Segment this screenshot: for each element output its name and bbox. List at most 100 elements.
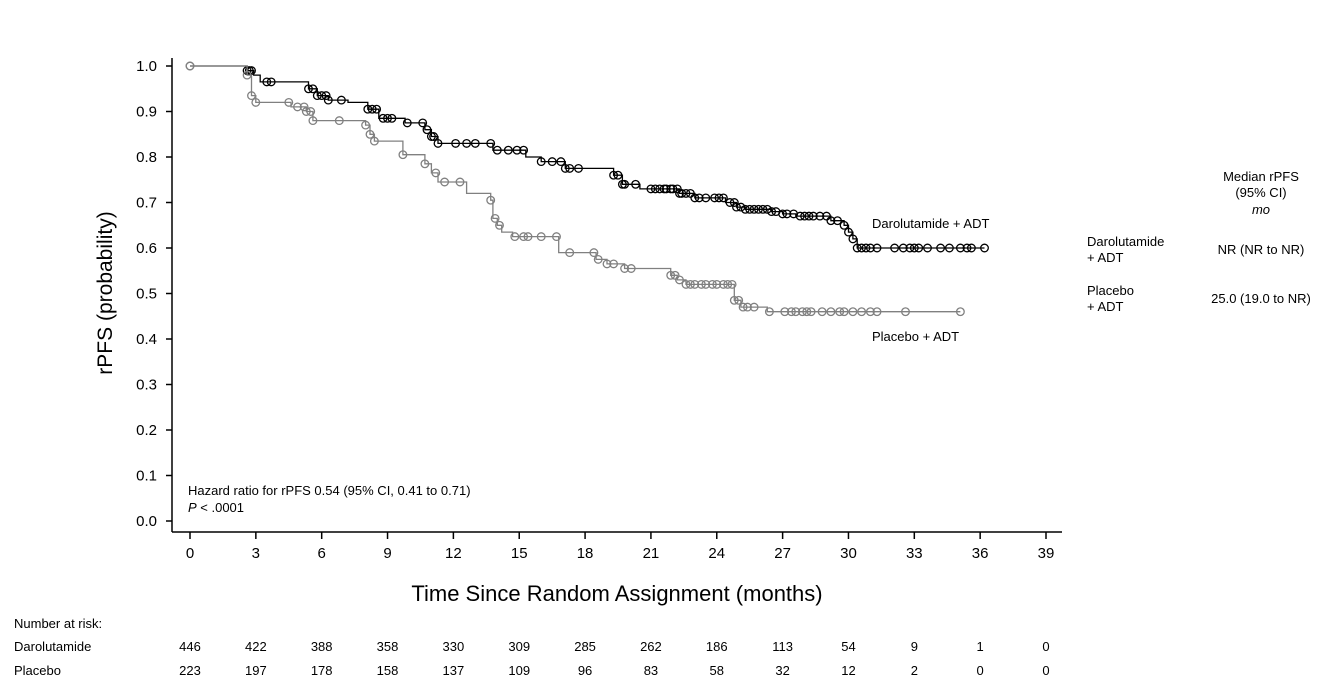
censor-marker-placebo: [495, 220, 504, 230]
risk-count-placebo: 0: [1042, 663, 1049, 678]
censor-marker-darolutamide: [872, 243, 882, 253]
censor-marker-placebo: [872, 307, 882, 317]
number-at-risk-table: Number at risk: Darolutamide Placebo 446…: [14, 616, 1050, 678]
censor-marker-placebo: [361, 120, 371, 130]
censor-marker-placebo: [510, 232, 520, 242]
median-row-placebo-arm-1: Placebo: [1087, 283, 1134, 298]
censor-marker-darolutamide: [685, 188, 695, 198]
risk-count-placebo: 223: [179, 663, 201, 678]
y-tick-label: 0.2: [136, 422, 157, 439]
censor-marker-darolutamide: [754, 204, 763, 214]
censor-marker-darolutamide: [936, 243, 946, 253]
risk-count-darolutamide: 422: [245, 639, 267, 654]
y-tick-label: 0.6: [136, 240, 157, 257]
censor-marker-darolutamide: [631, 179, 641, 189]
censor-marker-placebo: [806, 307, 816, 317]
censor-marker-darolutamide: [677, 188, 687, 198]
median-row-darolutamide-value: NR (NR to NR): [1218, 242, 1305, 257]
risk-count-darolutamide: 330: [443, 639, 465, 654]
risk-count-placebo: 0: [977, 663, 984, 678]
median-header-line-2: (95% CI): [1235, 185, 1286, 200]
censor-marker-darolutamide: [372, 104, 382, 114]
y-ticks: 0.0 0.1 0.2 0.3 0.4 0.5 0.6 0.7 0.8 0.9 1.0: [136, 58, 172, 530]
risk-count-darolutamide: 358: [377, 639, 399, 654]
censor-marker-placebo: [817, 307, 827, 317]
x-tick-label: 33: [906, 545, 923, 562]
y-tick-label: 0.7: [136, 195, 157, 212]
censor-marker-darolutamide: [387, 113, 397, 123]
censor-marker-darolutamide: [749, 204, 759, 214]
censor-marker-placebo: [857, 307, 867, 317]
axes: [171, 58, 1062, 533]
x-tick-label: 6: [318, 545, 326, 562]
censor-marker-placebo: [738, 302, 748, 312]
censor-marker-placebo: [826, 307, 836, 317]
censor-marker-darolutamide: [609, 170, 619, 180]
median-row-placebo-value: 25.0 (19.0 to NR): [1211, 291, 1311, 306]
risk-count-placebo: 178: [311, 663, 333, 678]
p-value-annotation: P < .0001: [188, 500, 244, 515]
censor-marker-placebo: [593, 254, 603, 264]
censor-marker-placebo: [301, 107, 311, 116]
censor-marker-darolutamide: [826, 216, 836, 226]
censor-marker-darolutamide: [655, 184, 665, 194]
censor-marker-placebo: [398, 150, 408, 160]
censor-marker-darolutamide: [914, 243, 924, 253]
y-tick-label: 0.9: [136, 104, 157, 121]
censor-marker-darolutamide: [486, 138, 496, 148]
censor-marker-placebo: [251, 97, 261, 107]
censor-marker-darolutamide: [962, 243, 972, 253]
censor-marker-darolutamide: [729, 198, 739, 207]
censor-marker-darolutamide: [848, 234, 858, 244]
censor-marker-placebo: [835, 307, 845, 317]
censor-marker-darolutamide: [266, 77, 276, 87]
risk-cells: 446 422 388 358 330 309 285 262 186 113 54 9 1 0 223 19…: [179, 639, 1049, 678]
x-tick-label: 39: [1038, 545, 1055, 562]
censor-marker-placebo: [743, 302, 752, 312]
censor-marker-placebo: [666, 270, 676, 280]
risk-count-placebo: 197: [245, 663, 267, 678]
censor-marker-placebo: [723, 279, 733, 289]
censor-marker-placebo: [620, 264, 630, 273]
median-row-darolutamide-arm-2: + ADT: [1087, 250, 1124, 265]
hazard-ratio-annotation: Hazard ratio for rPFS 0.54 (95% CI, 0.41…: [188, 483, 471, 498]
censor-marker-darolutamide: [808, 211, 818, 221]
censor-marker-placebo: [334, 116, 344, 126]
censor-marker-placebo: [602, 259, 612, 269]
censor-marker-darolutamide: [503, 145, 513, 155]
censor-marker-darolutamide: [800, 211, 810, 221]
censor-marker-placebo: [791, 307, 801, 317]
censor-marker-darolutamide: [672, 184, 682, 194]
censor-marker-placebo: [589, 248, 599, 258]
median-header-line-1: Median rPFS: [1223, 169, 1299, 184]
censor-marker-darolutamide: [378, 113, 388, 123]
x-tick-label: 15: [511, 545, 528, 562]
censor-marker-darolutamide: [905, 243, 915, 253]
x-ticks: 0 3 6 9 12 15 18 21 24 27 30 33 36 39: [186, 532, 1055, 562]
risk-count-placebo: 158: [377, 663, 399, 678]
censor-marker-placebo: [780, 307, 790, 317]
censor-marker-placebo: [839, 307, 849, 317]
censor-marker-placebo: [431, 168, 441, 178]
censor-marker-darolutamide: [304, 84, 313, 94]
risk-count-placebo: 58: [710, 663, 724, 678]
median-rpfs-table: Median rPFS (95% CI) mo Darolutamide + A…: [1087, 169, 1311, 314]
median-row-placebo-arm-2: + ADT: [1087, 299, 1124, 314]
censor-marker-darolutamide: [782, 209, 792, 219]
risk-row-label-placebo: Placebo: [14, 663, 61, 678]
censor-marker-placebo: [299, 102, 309, 112]
x-tick-label: 9: [383, 545, 391, 562]
censor-marker-darolutamide: [690, 193, 700, 203]
censor-marker-placebo: [901, 307, 910, 317]
series-label-placebo: Placebo + ADT: [872, 329, 959, 344]
median-row-darolutamide-arm-1: Darolutamide: [1087, 234, 1164, 249]
risk-count-darolutamide: 54: [841, 639, 855, 654]
series-label-darolutamide: Darolutamide + ADT: [872, 216, 989, 231]
censor-marker-darolutamide: [451, 138, 461, 148]
risk-row-label-darolutamide: Darolutamide: [14, 639, 91, 654]
y-tick-label: 0.3: [136, 377, 157, 394]
risk-count-placebo: 83: [644, 663, 658, 678]
censor-marker-placebo: [536, 232, 546, 242]
censor-marker-placebo: [696, 279, 706, 289]
censor-marker-placebo: [365, 129, 375, 139]
